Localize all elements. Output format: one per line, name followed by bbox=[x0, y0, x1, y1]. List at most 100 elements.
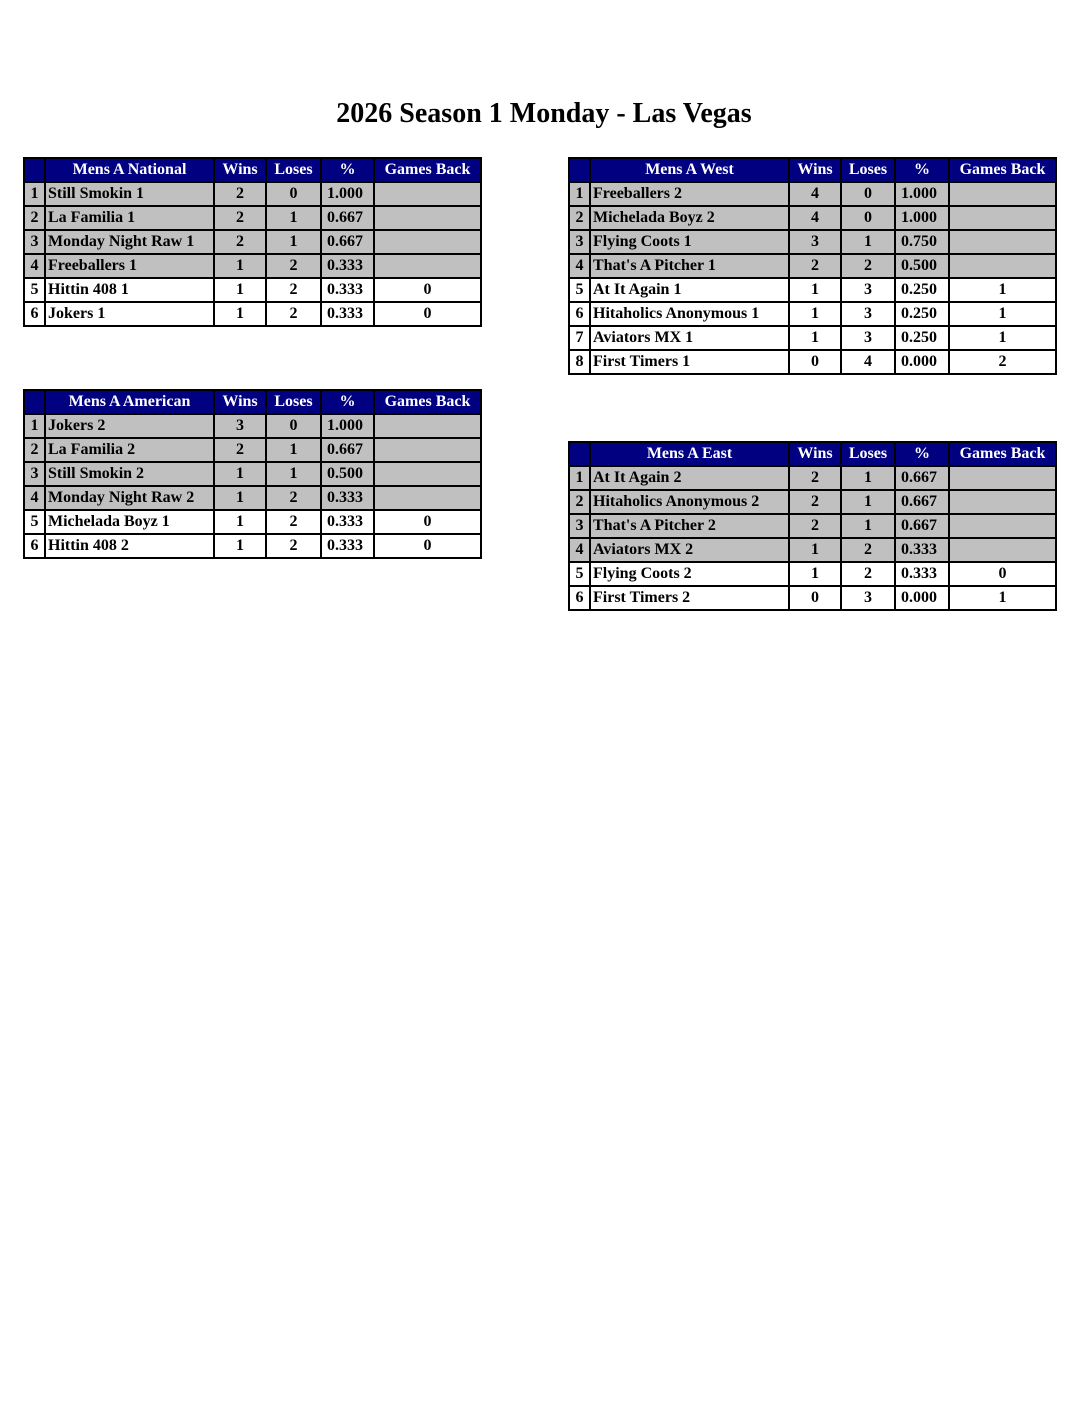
games-back bbox=[373, 205, 482, 231]
loses: 1 bbox=[265, 229, 322, 255]
wins: 1 bbox=[213, 277, 267, 303]
table-row: 1 Still Smokin 1 2 0 1.000 bbox=[23, 181, 482, 207]
wins: 2 bbox=[213, 205, 267, 231]
win-pct: 1.000 bbox=[894, 205, 950, 231]
wins-header: Wins bbox=[788, 157, 842, 183]
loses: 1 bbox=[265, 461, 322, 487]
team-name: Jokers 1 bbox=[44, 301, 215, 327]
rank: 5 bbox=[23, 509, 46, 535]
table-row: 2 La Familia 1 2 1 0.667 bbox=[23, 205, 482, 231]
team-name: Freeballers 1 bbox=[44, 253, 215, 279]
rank: 3 bbox=[23, 229, 46, 255]
table-row: 6 Hitaholics Anonymous 1 1 3 0.250 1 bbox=[568, 301, 1057, 327]
wins: 4 bbox=[788, 181, 842, 207]
rank-header bbox=[568, 157, 591, 183]
loses: 2 bbox=[840, 253, 896, 279]
loses: 2 bbox=[840, 561, 896, 587]
games-back bbox=[373, 437, 482, 463]
table-row: 6 Hittin 408 2 1 2 0.333 0 bbox=[23, 533, 482, 559]
win-pct: 0.667 bbox=[894, 489, 950, 515]
team-name: Flying Coots 2 bbox=[589, 561, 790, 587]
games-back-header: Games Back bbox=[373, 157, 482, 183]
wins: 1 bbox=[788, 325, 842, 351]
standings-table-american: Mens A American Wins Loses % Games Back … bbox=[23, 389, 482, 559]
games-back-header: Games Back bbox=[373, 389, 482, 415]
win-pct: 0.500 bbox=[894, 253, 950, 279]
wins: 1 bbox=[788, 277, 842, 303]
team-name: That's A Pitcher 2 bbox=[589, 513, 790, 539]
table-row: 4 Freeballers 1 1 2 0.333 bbox=[23, 253, 482, 279]
win-pct: 0.333 bbox=[894, 537, 950, 563]
games-back bbox=[948, 513, 1057, 539]
win-pct: 0.333 bbox=[894, 561, 950, 587]
rank: 5 bbox=[568, 277, 591, 303]
header-row: Mens A American Wins Loses % Games Back bbox=[23, 389, 482, 415]
wins: 4 bbox=[788, 205, 842, 231]
loses: 2 bbox=[840, 537, 896, 563]
wins: 1 bbox=[788, 537, 842, 563]
win-pct: 0.250 bbox=[894, 325, 950, 351]
pct-header: % bbox=[894, 441, 950, 467]
games-back bbox=[948, 465, 1057, 491]
rank: 4 bbox=[568, 537, 591, 563]
games-back-header: Games Back bbox=[948, 157, 1057, 183]
team-name: Michelada Boyz 1 bbox=[44, 509, 215, 535]
team-name: Aviators MX 1 bbox=[589, 325, 790, 351]
table-row: 1 Jokers 2 3 0 1.000 bbox=[23, 413, 482, 439]
win-pct: 0.333 bbox=[320, 485, 375, 511]
team-name: Monday Night Raw 2 bbox=[44, 485, 215, 511]
win-pct: 0.000 bbox=[894, 349, 950, 375]
win-pct: 0.250 bbox=[894, 277, 950, 303]
pct-header: % bbox=[894, 157, 950, 183]
table-row: 3 Monday Night Raw 1 2 1 0.667 bbox=[23, 229, 482, 255]
table-row: 2 La Familia 2 2 1 0.667 bbox=[23, 437, 482, 463]
division-name: Mens A West bbox=[589, 157, 790, 183]
table-row: 6 Jokers 1 1 2 0.333 0 bbox=[23, 301, 482, 327]
wins: 0 bbox=[788, 585, 842, 611]
loses: 2 bbox=[265, 485, 322, 511]
rank-header bbox=[568, 441, 591, 467]
loses: 1 bbox=[840, 513, 896, 539]
rank: 8 bbox=[568, 349, 591, 375]
win-pct: 1.000 bbox=[894, 181, 950, 207]
wins: 2 bbox=[788, 465, 842, 491]
games-back-header: Games Back bbox=[948, 441, 1057, 467]
rank: 5 bbox=[568, 561, 591, 587]
loses: 3 bbox=[840, 277, 896, 303]
table-row: 5 Michelada Boyz 1 1 2 0.333 0 bbox=[23, 509, 482, 535]
rank: 2 bbox=[23, 205, 46, 231]
games-back bbox=[948, 229, 1057, 255]
win-pct: 0.750 bbox=[894, 229, 950, 255]
loses: 2 bbox=[265, 301, 322, 327]
loses: 2 bbox=[265, 509, 322, 535]
wins: 1 bbox=[213, 509, 267, 535]
loses-header: Loses bbox=[265, 389, 322, 415]
team-name: Jokers 2 bbox=[44, 413, 215, 439]
wins-header: Wins bbox=[213, 157, 267, 183]
wins: 3 bbox=[213, 413, 267, 439]
games-back bbox=[373, 181, 482, 207]
loses: 3 bbox=[840, 585, 896, 611]
games-back bbox=[373, 253, 482, 279]
loses: 4 bbox=[840, 349, 896, 375]
win-pct: 0.333 bbox=[320, 533, 375, 559]
team-name: Michelada Boyz 2 bbox=[589, 205, 790, 231]
loses: 3 bbox=[840, 325, 896, 351]
wins: 1 bbox=[213, 461, 267, 487]
win-pct: 1.000 bbox=[320, 413, 375, 439]
games-back bbox=[373, 413, 482, 439]
pct-header: % bbox=[320, 389, 375, 415]
games-back: 0 bbox=[948, 561, 1057, 587]
win-pct: 0.667 bbox=[894, 465, 950, 491]
wins: 0 bbox=[788, 349, 842, 375]
rank: 1 bbox=[23, 181, 46, 207]
pct-header: % bbox=[320, 157, 375, 183]
win-pct: 0.000 bbox=[894, 585, 950, 611]
header-row: Mens A National Wins Loses % Games Back bbox=[23, 157, 482, 183]
win-pct: 0.333 bbox=[320, 253, 375, 279]
games-back bbox=[948, 253, 1057, 279]
loses: 2 bbox=[265, 277, 322, 303]
rank: 1 bbox=[568, 181, 591, 207]
wins-header: Wins bbox=[213, 389, 267, 415]
division-name: Mens A East bbox=[589, 441, 790, 467]
